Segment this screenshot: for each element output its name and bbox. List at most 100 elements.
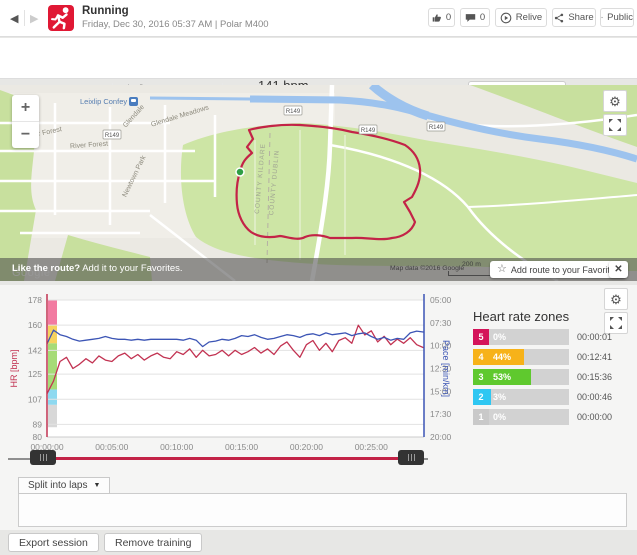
- road-badge: R149: [358, 124, 378, 135]
- svg-text:160: 160: [28, 320, 42, 330]
- map-canvas: R149 R149 R149 R149: [0, 85, 637, 281]
- svg-text:17:30: 17:30: [430, 409, 452, 419]
- zoom-in-button[interactable]: +: [20, 99, 31, 116]
- expand-icon: [609, 119, 621, 131]
- svg-text:R149: R149: [105, 133, 120, 139]
- like-button[interactable]: 0: [428, 8, 455, 27]
- svg-text:HR [bpm]: HR [bpm]: [9, 349, 19, 387]
- map-settings-button[interactable]: ⚙: [603, 90, 627, 112]
- zoom-out-button[interactable]: −: [20, 126, 31, 143]
- eye-icon: [601, 17, 604, 18]
- page-title: Running: [82, 5, 129, 17]
- svg-text:80: 80: [33, 432, 43, 442]
- add-route-to-favorites-button[interactable]: ☆ Add route to your Favorites: [490, 261, 627, 278]
- hr-zone-number: 3: [478, 372, 484, 382]
- map-attribution: Map data ©2016 Google: [390, 265, 465, 272]
- hr-zone-percent: 0%: [493, 332, 507, 342]
- relive-button[interactable]: Relive: [495, 8, 547, 27]
- svg-text:125: 125: [28, 369, 42, 379]
- svg-text:00:20:00: 00:20:00: [290, 442, 323, 452]
- time-range-slider-selection[interactable]: [36, 457, 408, 460]
- laps-panel: [18, 493, 627, 527]
- svg-text:20:00: 20:00: [430, 432, 452, 442]
- chevron-down-icon: ▼: [93, 482, 101, 489]
- gear-icon: ⚙: [609, 93, 621, 109]
- hr-zone-row: 4 44% 00:12:41: [473, 349, 612, 365]
- hr-zone-bar: [473, 329, 489, 345]
- comment-bubble-icon: [465, 13, 476, 22]
- hr-zone-bar: [473, 349, 525, 365]
- previous-session-arrow-icon[interactable]: ◀: [10, 13, 19, 25]
- hr-zone-time: 00:00:00: [577, 412, 613, 422]
- comment-count: 0: [479, 12, 486, 23]
- hr-zone-time: 00:00:46: [577, 392, 613, 402]
- public-visibility-button[interactable]: Public: [600, 8, 634, 27]
- hr-zone-bar: [473, 369, 532, 385]
- hr-zone-percent: 53%: [493, 372, 512, 382]
- hr-zone-row: 5 0% 00:00:01: [473, 329, 612, 345]
- svg-text:10:00: 10:00: [430, 341, 452, 351]
- svg-text:00:05:00: 00:05:00: [95, 442, 128, 452]
- chart-fullscreen-button[interactable]: [604, 312, 628, 334]
- export-session-button[interactable]: Export session: [8, 533, 99, 552]
- svg-text:00:15:00: 00:15:00: [225, 442, 258, 452]
- slider-handle-left[interactable]: [30, 450, 56, 465]
- heart-rate-zones-title: Heart rate zones: [473, 309, 570, 324]
- hr-zone-row: 1 0% 00:00:00: [473, 409, 612, 425]
- svg-text:00:25:00: 00:25:00: [355, 442, 388, 452]
- play-circle-icon: [500, 12, 512, 23]
- svg-text:00:00:00: 00:00:00: [30, 442, 63, 452]
- svg-text:Pace [min/km]: Pace [min/km]: [441, 340, 451, 397]
- map-fullscreen-button[interactable]: [603, 114, 627, 136]
- hr-zone-number: 1: [478, 412, 484, 422]
- heart-rate-zones-panel: 5 0% 00:00:01 4 44% 00:12:41 3 53% 00:15:36 2 3% 00…: [473, 329, 612, 429]
- map-scale-label: 200 m: [462, 261, 481, 268]
- route-map[interactable]: R149 R149 R149 R149 Leixlip Confey Glend…: [0, 85, 637, 281]
- thumbs-up-icon: [432, 13, 441, 22]
- svg-text:12:30: 12:30: [430, 364, 452, 374]
- hr-zone-number: 4: [478, 352, 484, 362]
- hr-zone-percent: 3%: [493, 392, 507, 402]
- road-badge: R149: [102, 129, 122, 140]
- hr-zone-bar: [473, 389, 492, 405]
- slider-handle-right[interactable]: [398, 450, 424, 465]
- share-button[interactable]: Share: [552, 8, 596, 27]
- summary-stats-bar: 00:29:04 Duration A ↔ B 3.00 km Distance…: [0, 38, 637, 113]
- svg-text:15:00: 15:00: [430, 386, 452, 396]
- hr-zone-number: 2: [478, 392, 484, 402]
- hr-zone-row: 3 53% 00:15:36: [473, 369, 612, 385]
- hr-pace-chart[interactable]: 178 160 142 125 107 89 80 05:00 07:30 10:00 12:30 1…: [0, 285, 470, 470]
- svg-text:R149: R149: [361, 128, 376, 134]
- hr-zone-row: 2 3% 00:00:46: [473, 389, 612, 405]
- like-count: 0: [445, 12, 452, 23]
- session-header: ◀ ▶ Running Friday, Dec 30, 2016 05:37 A…: [0, 0, 637, 37]
- running-activity-icon: [48, 5, 74, 31]
- route-prompt: Like the route? Add it to your Favorites…: [12, 263, 183, 274]
- svg-text:R149: R149: [429, 125, 444, 131]
- split-into-laps-dropdown[interactable]: Split into laps ▼: [18, 477, 111, 494]
- svg-text:142: 142: [28, 345, 42, 355]
- chart-settings-button[interactable]: ⚙: [604, 288, 628, 310]
- next-session-arrow-icon[interactable]: ▶: [30, 13, 39, 25]
- route-start-marker: [235, 167, 245, 177]
- road-badge: R149: [283, 105, 303, 116]
- remove-training-button[interactable]: Remove training: [104, 533, 203, 552]
- road-badge: R149: [426, 121, 446, 132]
- comment-button[interactable]: 0: [460, 8, 490, 27]
- svg-text:05:00: 05:00: [430, 295, 452, 305]
- svg-text:89: 89: [33, 419, 43, 429]
- hr-zone-bar: [473, 409, 489, 425]
- train-station-icon: [129, 97, 139, 106]
- gear-icon: ⚙: [610, 291, 622, 307]
- favorites-overlay-bar: Like the route? Add it to your Favorites…: [0, 258, 637, 281]
- svg-text:07:30: 07:30: [430, 318, 452, 328]
- svg-text:00:10:00: 00:10:00: [160, 442, 193, 452]
- hr-zone-time: 00:00:01: [577, 332, 613, 342]
- share-label: Share: [568, 12, 594, 23]
- svg-text:107: 107: [28, 394, 42, 404]
- hr-zone-number: 5: [478, 332, 484, 342]
- close-overlay-button[interactable]: ✕: [609, 261, 628, 278]
- divider: [24, 10, 25, 26]
- hr-zone-percent: 44%: [493, 352, 512, 362]
- map-label-station: Leixlip Confey: [80, 97, 139, 106]
